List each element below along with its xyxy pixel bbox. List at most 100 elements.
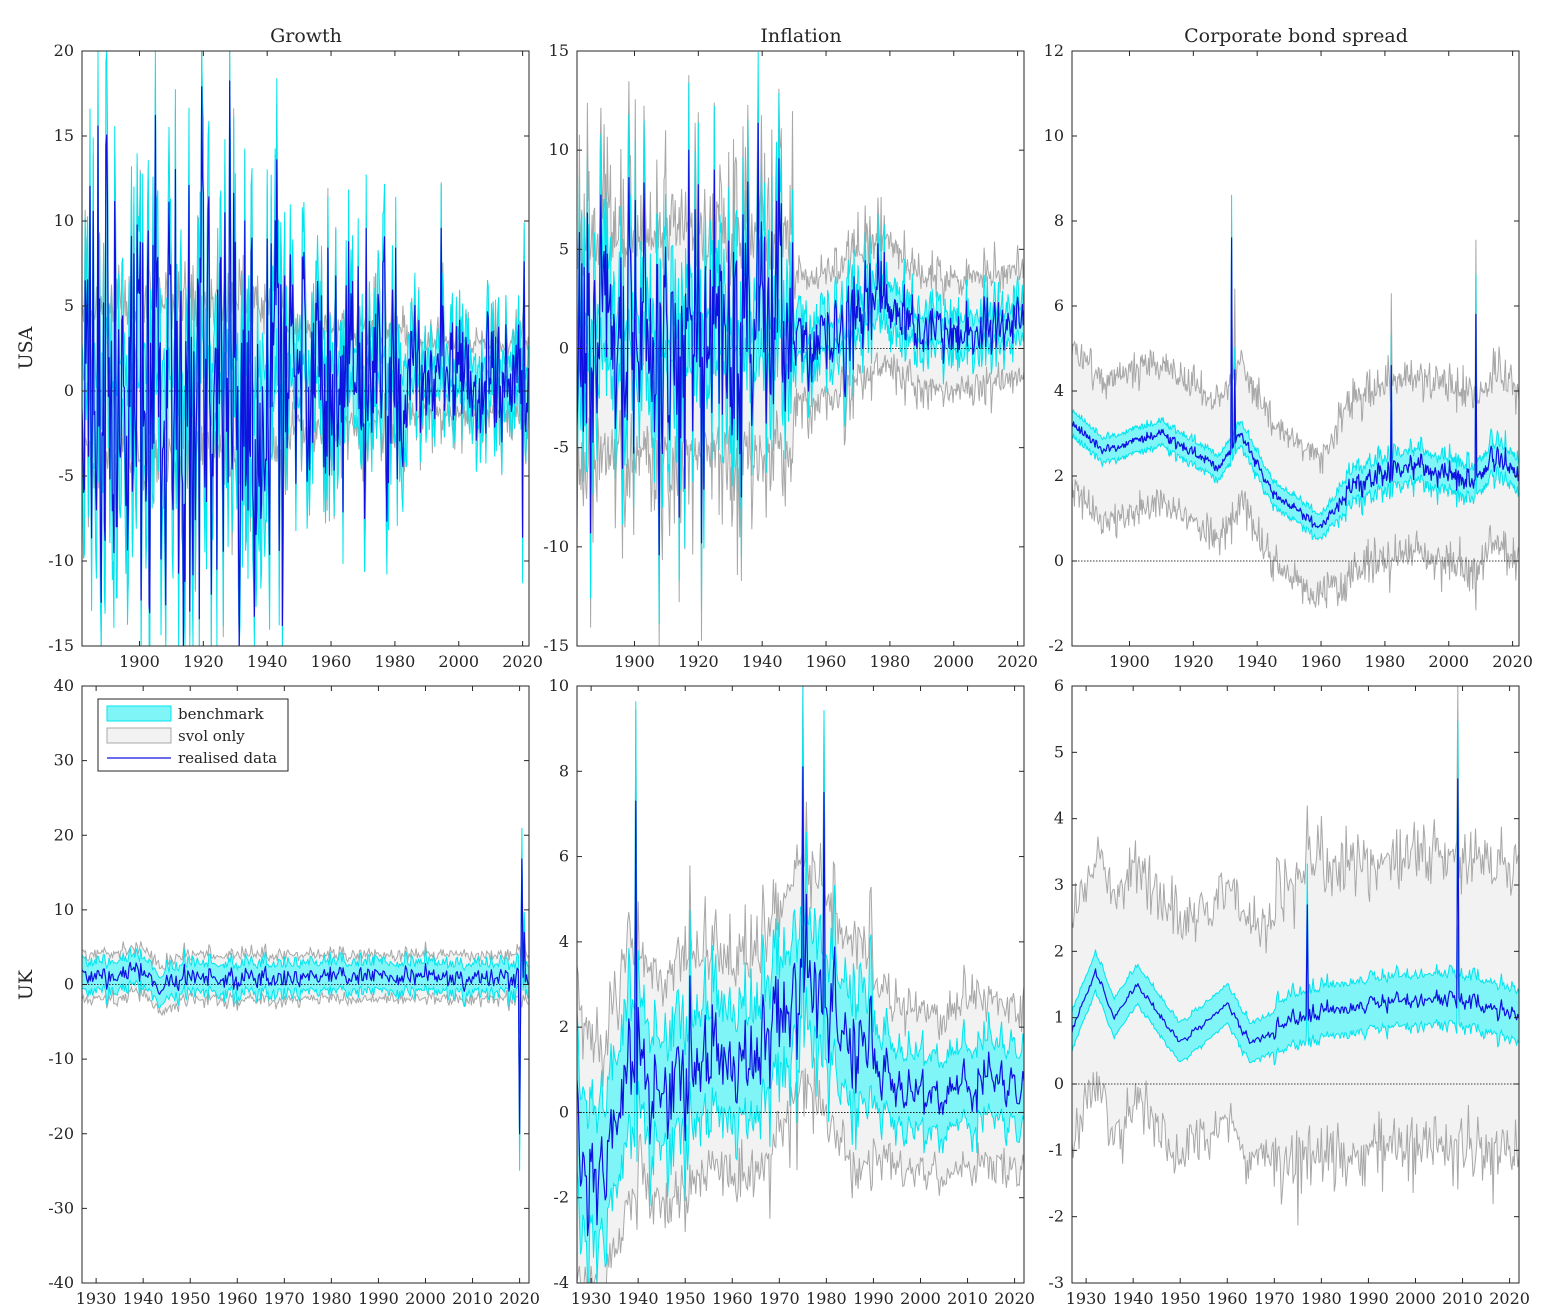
- x-tick-label: 2020: [994, 1289, 1035, 1308]
- realised-data-line: [1072, 778, 1519, 1044]
- plot-area: [82, 827, 529, 1171]
- x-tick-label: 1970: [1254, 1289, 1295, 1308]
- x-tick-label: 1990: [853, 1289, 894, 1308]
- x-tick-label: 2010: [452, 1289, 493, 1308]
- x-tick-label: 1980: [1365, 652, 1406, 671]
- y-tick-label: 20: [54, 825, 74, 844]
- y-tick-label: 6: [1054, 296, 1064, 315]
- legend-swatch-svol: [106, 727, 172, 744]
- y-tick-label: 0: [1054, 1074, 1064, 1093]
- panel-uk-growth: -40 -30 -20 -10 0 10 20 30 40 1930 1940 1950 1960 197…: [48, 676, 540, 1308]
- y-tick-label: -5: [553, 438, 569, 457]
- y-tick-label: -10: [543, 537, 569, 556]
- x-tick-label: 1980: [806, 1289, 847, 1308]
- x-tick-label: 1950: [1160, 1289, 1201, 1308]
- y-tick-label: 2: [1054, 466, 1064, 485]
- x-tick-label: 1900: [614, 652, 655, 671]
- x-tick-label: 1980: [870, 652, 911, 671]
- x-tick-label: 2000: [933, 652, 974, 671]
- x-tick-label: 1940: [123, 1289, 164, 1308]
- y-tick-label: -15: [48, 636, 74, 655]
- column-title-spread: Corporate bond spread: [1184, 25, 1408, 47]
- realised-data-line: [82, 80, 529, 646]
- y-tick-label: 8: [1054, 211, 1064, 230]
- y-tick-label: -40: [48, 1273, 74, 1292]
- y-tick-label: 4: [559, 932, 569, 951]
- panel-uk-spread: -3 -2 -1 0 1 2 3 4 5 6 1930 1940 1950 1960 1970 1980 199…: [1048, 676, 1530, 1308]
- x-tick-label: 1960: [806, 652, 847, 671]
- benchmark-upper-line: [82, 827, 529, 1035]
- x-tick-label: 1930: [571, 1289, 612, 1308]
- y-tick-label: 2: [559, 1017, 569, 1036]
- x-tick-label: 2020: [1489, 1289, 1530, 1308]
- y-tick-label: 3: [1054, 875, 1064, 894]
- axes-frame: [1071, 50, 1520, 647]
- svol-upper-line: [577, 686, 1024, 1088]
- x-tick-label: 1980: [375, 652, 416, 671]
- y-tick-label: 15: [549, 41, 569, 60]
- x-tick-label: 1940: [1113, 1289, 1154, 1308]
- benchmark-lower-line: [577, 926, 1024, 1283]
- x-tick-label: 2020: [997, 652, 1038, 671]
- column-title-growth: Growth: [270, 25, 342, 47]
- benchmark-upper-line: [577, 686, 1024, 1134]
- svol-lower-line: [577, 352, 1024, 646]
- plot-area: [1072, 194, 1519, 611]
- svol-upper-line: [1072, 686, 1519, 954]
- x-tick-label: 1930: [1066, 1289, 1107, 1308]
- y-tick-label: 5: [1054, 742, 1064, 761]
- benchmark-lower-line: [1072, 365, 1519, 541]
- legend: benchmark svol only realised data: [97, 698, 289, 772]
- x-tick-label: 1980: [311, 1289, 352, 1308]
- x-tick-label: 1930: [76, 1289, 117, 1308]
- realised-data-line: [82, 858, 529, 1135]
- plot-area: [1072, 686, 1519, 1226]
- x-tick-label: 1960: [311, 652, 352, 671]
- x-tick-label: 2000: [405, 1289, 446, 1308]
- svol-band: [82, 851, 529, 1149]
- y-tick-label: 12: [1044, 41, 1064, 60]
- x-tick-label: 2020: [499, 1289, 540, 1308]
- y-tick-label: 5: [64, 296, 74, 315]
- y-tick-label: 15: [54, 126, 74, 145]
- x-tick-label: 1940: [618, 1289, 659, 1308]
- panel-usa-inflation: -15 -10 -5 0 5 10 15 1900 1920 1940 1960 1980 2000 20…: [543, 41, 1038, 671]
- y-tick-label: 10: [549, 676, 569, 695]
- x-tick-label: 1950: [170, 1289, 211, 1308]
- plot-area: [577, 51, 1024, 646]
- y-tick-label: 2: [1054, 941, 1064, 960]
- y-tick-label: 10: [54, 211, 74, 230]
- y-tick-label: -20: [48, 1124, 74, 1143]
- svol-upper-line: [82, 851, 529, 972]
- x-tick-label: 1990: [358, 1289, 399, 1308]
- x-tick-label: 2000: [438, 652, 479, 671]
- y-tick-label: -4: [553, 1273, 569, 1292]
- y-tick-label: 10: [54, 900, 74, 919]
- y-tick-label: -2: [553, 1188, 569, 1207]
- y-tick-label: -2: [1048, 636, 1064, 655]
- x-tick-label: 1960: [1301, 652, 1342, 671]
- legend-swatch-benchmark: [106, 705, 172, 722]
- x-tick-label: 1990: [1348, 1289, 1389, 1308]
- legend-label-realised: realised data: [178, 749, 277, 767]
- y-tick-label: -15: [543, 636, 569, 655]
- benchmark-lower-line: [82, 937, 529, 1171]
- benchmark-upper-line: [1072, 194, 1519, 517]
- y-tick-label: 8: [559, 761, 569, 780]
- plot-area: [82, 51, 529, 646]
- plot-area: [577, 686, 1024, 1283]
- y-tick-label: 30: [54, 751, 74, 770]
- svol-lower-line: [1072, 1071, 1519, 1226]
- legend-label-svol: svol only: [178, 727, 245, 745]
- svol-upper-line: [577, 75, 1024, 306]
- benchmark-upper-line: [577, 51, 1024, 403]
- realised-data-line: [577, 766, 1024, 1237]
- y-tick-label: -5: [58, 466, 74, 485]
- y-tick-label: -10: [48, 1049, 74, 1068]
- svol-lower-line: [82, 985, 529, 1149]
- panel-usa-spread: -2 0 2 4 6 8 10 12 1900 1920 1940 1960 1980 2000 2020: [1044, 41, 1533, 671]
- y-tick-label: 4: [1054, 809, 1064, 828]
- y-tick-label: -3: [1048, 1273, 1064, 1292]
- realised-data-line: [577, 122, 1024, 556]
